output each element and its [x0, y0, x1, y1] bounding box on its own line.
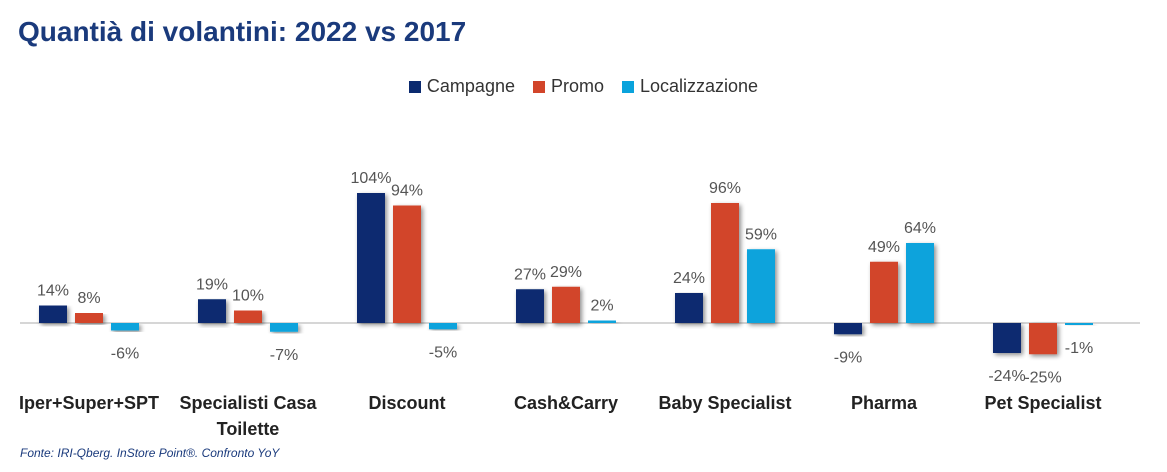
bar-campagne: [993, 323, 1021, 353]
legend-item: Localizzazione: [622, 76, 758, 97]
legend-swatch: [532, 80, 545, 93]
category-label: Baby Specialist: [658, 393, 791, 413]
legend-swatch: [622, 80, 634, 93]
bar-promo: [1029, 323, 1057, 355]
bar-campagne: [357, 193, 385, 323]
data-label: 59%: [745, 226, 777, 243]
bar-localizzazione: [1065, 323, 1093, 325]
data-label: 104%: [351, 170, 392, 187]
data-label: 49%: [868, 239, 900, 256]
bar-promo: [393, 205, 421, 323]
data-label: -24%: [988, 368, 1025, 385]
category-label: Discount: [368, 393, 445, 413]
data-label: -6%: [111, 346, 139, 363]
bar-promo: [75, 313, 103, 323]
bar-localizzazione: [429, 323, 457, 330]
data-label: 96%: [709, 180, 741, 197]
bar-campagne: [198, 299, 226, 323]
bar-localizzazione: [270, 323, 298, 332]
data-label: -25%: [1024, 369, 1061, 386]
data-label: 2%: [590, 298, 613, 315]
category-label: Cash&Carry: [514, 393, 618, 413]
data-label: -7%: [270, 347, 298, 364]
bar-promo: [234, 310, 262, 323]
bar-localizzazione: [111, 323, 139, 331]
bar-localizzazione: [747, 249, 775, 323]
data-label: 94%: [391, 183, 423, 200]
data-label: 29%: [550, 264, 582, 281]
legend-label: Campagne: [426, 76, 515, 96]
data-label: -9%: [834, 349, 862, 366]
data-label: 19%: [196, 276, 228, 293]
data-label: 10%: [232, 288, 264, 305]
legend: Campagne Promo Localizzazione: [0, 76, 1167, 97]
legend-swatch: [408, 80, 421, 93]
category-label: Specialisti Casa: [179, 393, 317, 413]
data-label: 64%: [904, 220, 936, 237]
bar-campagne: [516, 289, 544, 323]
bar-promo: [870, 261, 898, 323]
legend-item: Promo: [532, 76, 604, 97]
bar-campagne: [39, 305, 67, 323]
data-label: -5%: [429, 344, 457, 361]
legend-item: Campagne: [408, 76, 515, 97]
bar-localizzazione: [906, 243, 934, 323]
bar-campagne: [834, 323, 862, 335]
bar-localizzazione: [588, 320, 616, 323]
source-note: Fonte: IRI-Qberg. InStore Point®. Confro…: [20, 446, 280, 460]
bar-promo: [711, 203, 739, 323]
data-label: 24%: [673, 270, 705, 287]
category-label: Pharma: [851, 393, 918, 413]
data-label: 14%: [37, 283, 69, 300]
legend-label: Promo: [550, 76, 604, 96]
category-label: Iper+Super+SPT: [19, 393, 159, 413]
bar-campagne: [675, 293, 703, 323]
chart-title: Quantià di volantini: 2022 vs 2017: [18, 16, 467, 47]
data-label: -1%: [1065, 340, 1093, 357]
category-label: Toilette: [217, 419, 280, 439]
data-label: 27%: [514, 266, 546, 283]
data-label: 8%: [77, 290, 100, 307]
category-label: Pet Specialist: [984, 393, 1101, 413]
bar-promo: [552, 286, 580, 323]
legend-label: Localizzazione: [640, 76, 759, 96]
